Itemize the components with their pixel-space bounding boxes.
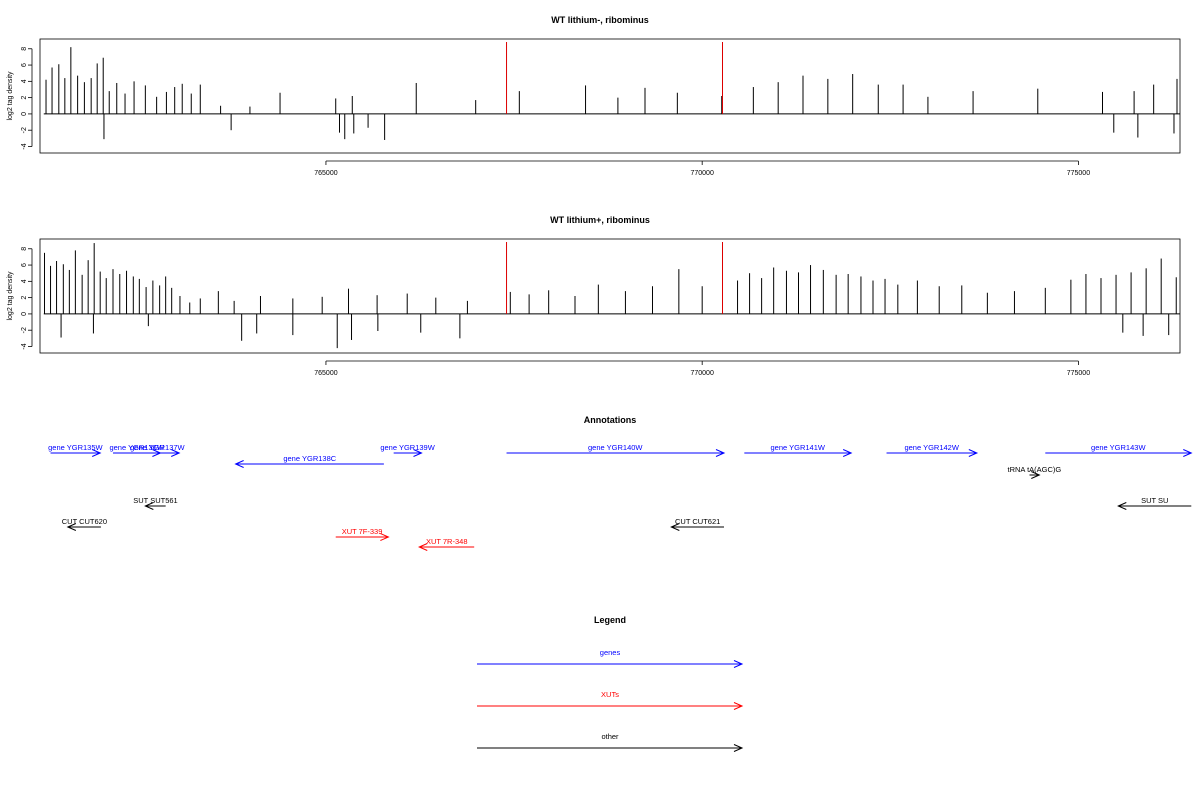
legend-arrow (477, 702, 744, 710)
arrow-head (1183, 449, 1193, 457)
arrow-head (1031, 471, 1041, 479)
arrow-head (171, 449, 181, 457)
y-tick-label: -2 (21, 127, 28, 133)
feature-label: gene YGR139W (380, 443, 435, 452)
feature-arrow (50, 449, 102, 457)
legend-arrow (477, 660, 744, 668)
y-tick-label: 4 (21, 279, 28, 283)
arrow-head (733, 702, 744, 710)
y-tick-label: 4 (21, 79, 28, 83)
x-tick-label: 765000 (314, 370, 337, 377)
y-tick-label: 8 (21, 247, 28, 251)
y-axis-label: log2 tag density (7, 271, 14, 321)
feature-label: gene YGR142W (904, 443, 959, 452)
feature-label: gene YGR137W (130, 443, 185, 452)
arrow-head (66, 523, 77, 531)
data-series (45, 47, 1178, 140)
feature-arrow (335, 533, 390, 541)
feature-arrow (144, 502, 166, 510)
y-axis-label: log2 tag density (7, 71, 14, 121)
arrow-head (1117, 502, 1127, 510)
legend-arrow (477, 744, 744, 752)
feature-label: gene YGR136W (109, 443, 164, 452)
feature-label: tRNA tA(AGC)G (1008, 465, 1062, 474)
y-tick-label: 2 (21, 296, 28, 300)
feature-label: gene YGR140W (588, 443, 643, 452)
feature-label: CUT CUT620 (62, 517, 107, 526)
feature-arrow (670, 523, 724, 531)
feature-arrow (66, 523, 101, 531)
arrow-head (842, 449, 853, 457)
arrow-head (670, 523, 680, 531)
chart-title: WT lithium-, ribominus (551, 15, 649, 25)
legend-label: other (601, 732, 619, 741)
arrow-head (413, 449, 423, 457)
arrow-head (234, 460, 244, 468)
annotations-title: Annotations (584, 415, 637, 425)
y-tick-label: -2 (21, 327, 28, 333)
feature-label: XUT 7F-339 (342, 527, 383, 536)
arrow-head (418, 543, 428, 551)
feature-label: CUT CUT621 (675, 517, 720, 526)
y-tick-label: -4 (21, 143, 28, 149)
arrow-head (733, 744, 744, 752)
feature-arrow (506, 449, 726, 457)
y-tick-label: 2 (21, 96, 28, 100)
feature-label: gene YGR141W (771, 443, 826, 452)
chart-title: WT lithium+, ribominus (550, 215, 650, 225)
data-series (44, 243, 1177, 349)
legend-title: Legend (594, 615, 626, 625)
x-tick-label: 775000 (1067, 170, 1090, 177)
x-tick-label: 770000 (690, 170, 713, 177)
feature-label: SUT SU (1141, 496, 1168, 505)
feature-label: gene YGR135W (48, 443, 103, 452)
legend-label: XUTs (601, 690, 619, 699)
x-tick-label: 765000 (314, 170, 337, 177)
x-tick-label: 775000 (1067, 370, 1090, 377)
arrow-head (380, 533, 390, 541)
feature-arrow (234, 460, 384, 468)
x-tick-label: 770000 (690, 370, 713, 377)
y-tick-label: 6 (21, 63, 28, 67)
feature-arrow (886, 449, 979, 457)
arrow-head (968, 449, 979, 457)
feature-arrow (135, 449, 181, 457)
plot-frame (39, 38, 1181, 154)
arrow-head (91, 449, 102, 457)
arrow-head (733, 660, 744, 668)
feature-arrow (1117, 502, 1192, 510)
feature-label: XUT 7R-348 (426, 537, 468, 546)
y-tick-label: 0 (21, 312, 28, 316)
feature-arrow (1045, 449, 1193, 457)
plot-frame (39, 238, 1181, 354)
y-tick-label: -4 (21, 343, 28, 349)
y-tick-label: 8 (21, 47, 28, 51)
legend-label: genes (600, 648, 621, 657)
feature-arrow (418, 543, 475, 551)
feature-label: SUT SUT561 (133, 496, 177, 505)
arrow-head (144, 502, 154, 510)
arrow-head (715, 449, 726, 457)
y-tick-label: 6 (21, 263, 28, 267)
feature-label: gene YGR138C (283, 454, 336, 463)
y-tick-label: 0 (21, 112, 28, 116)
feature-arrow (744, 449, 853, 457)
feature-arrow (1029, 471, 1041, 479)
feature-label: gene YGR143W (1091, 443, 1146, 452)
feature-arrow (393, 449, 423, 457)
